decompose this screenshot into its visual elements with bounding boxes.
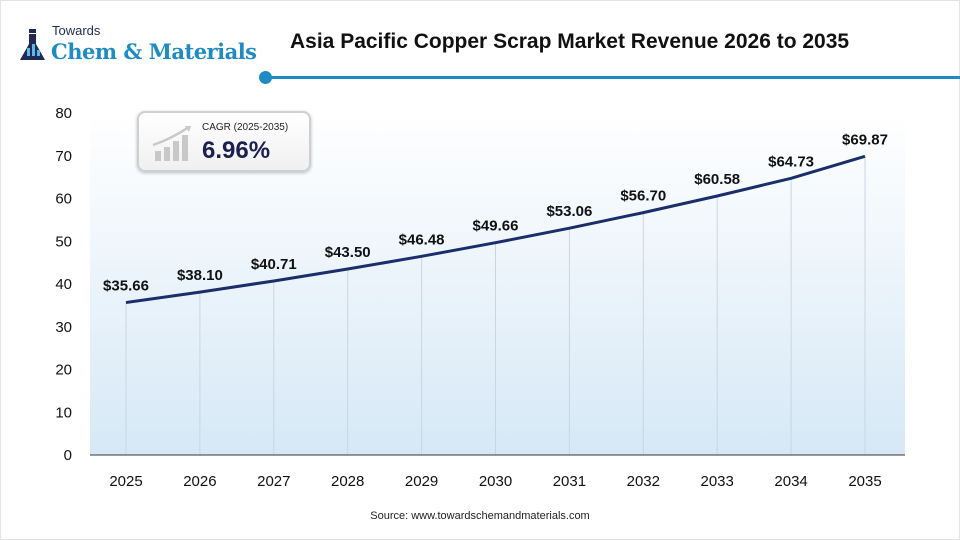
y-tick-label: 0 [64, 447, 72, 464]
y-tick-label: 30 [55, 319, 72, 336]
x-tick-label: 2027 [257, 473, 290, 490]
data-label: $40.71 [251, 256, 297, 273]
y-tick-label: 40 [55, 276, 72, 293]
x-tick-label: 2028 [331, 473, 364, 490]
x-tick-label: 2026 [183, 473, 216, 490]
x-tick-label: 2025 [109, 473, 142, 490]
chart-title: Asia Pacific Copper Scrap Market Revenue… [290, 30, 850, 53]
data-label: $60.58 [694, 171, 740, 188]
x-tick-label: 2030 [479, 473, 512, 490]
y-tick-label: 70 [55, 148, 72, 165]
data-label: $38.10 [177, 267, 223, 284]
x-tick-label: 2032 [627, 473, 660, 490]
cagr-value: 6.96% [202, 137, 271, 164]
data-label: $64.73 [768, 153, 814, 170]
y-tick-label: 60 [55, 191, 72, 208]
x-tick-label: 2029 [405, 473, 438, 490]
data-label: $35.66 [103, 278, 149, 295]
x-tick-label: 2031 [553, 473, 586, 490]
brand-line1: Towards [52, 23, 101, 38]
y-tick-label: 50 [55, 233, 72, 250]
y-tick-label: 20 [55, 362, 72, 379]
y-tick-label: 80 [55, 105, 72, 122]
y-tick-label: 10 [55, 404, 72, 421]
data-label: $56.70 [620, 188, 666, 205]
cagr-box: CAGR (2025-2035) 6.96% [137, 111, 311, 172]
series-line [125, 154, 866, 305]
brand-line2: Chem & Materials [51, 39, 257, 64]
x-tick-label: 2034 [774, 473, 807, 490]
data-label: $53.06 [546, 203, 592, 220]
source-note: Source: www.towardschemandmaterials.com [370, 510, 590, 522]
flask-icon [20, 29, 45, 60]
x-tick-label: 2035 [848, 473, 881, 490]
data-label: $46.48 [399, 231, 445, 248]
x-tick-label: 2033 [701, 473, 734, 490]
data-label: $43.50 [325, 244, 371, 261]
cagr-label: CAGR (2025-2035) [202, 122, 289, 133]
growth-chart-icon [152, 125, 191, 161]
brand-logo: Towards Chem & Materials [18, 23, 258, 66]
data-label: $49.66 [473, 218, 519, 235]
data-label: $69.87 [842, 131, 888, 148]
title-underline [265, 76, 960, 79]
